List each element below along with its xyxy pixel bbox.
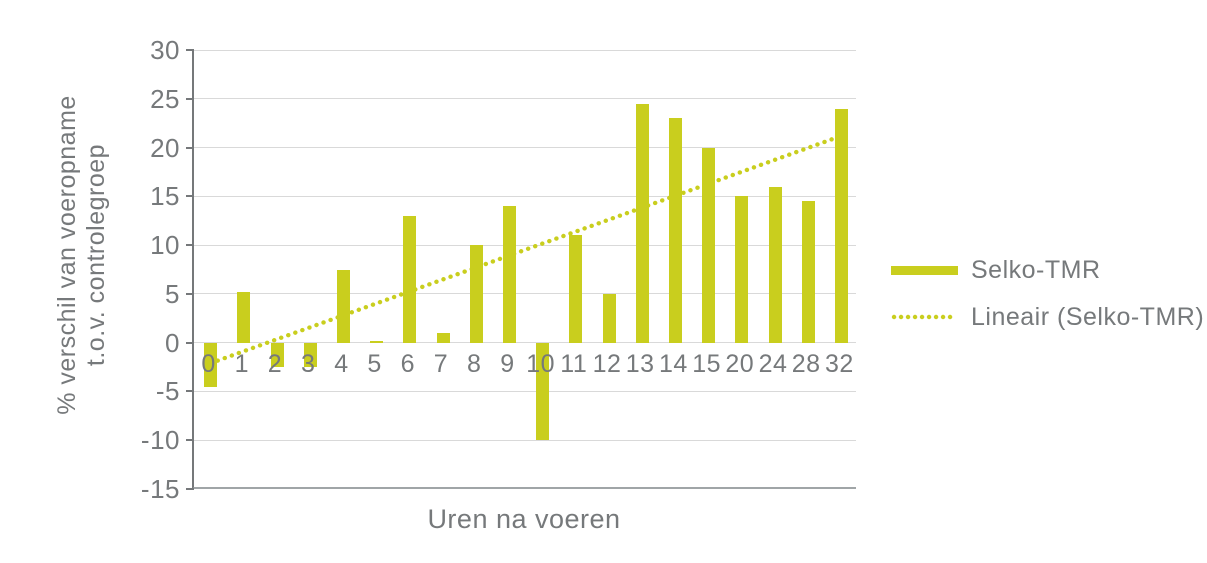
gridline-20	[194, 147, 856, 149]
bar-6	[403, 215, 417, 343]
x-axis-tick-label: 6	[400, 350, 415, 378]
y-axis-tick-label: 20	[150, 132, 180, 163]
legend-dotted-line-swatch	[891, 314, 958, 320]
bar-13	[635, 103, 649, 343]
legend-item-lineair: Lineair (Selko-TMR)	[891, 302, 1205, 331]
x-axis-tick-label: 28	[791, 350, 821, 378]
bar-15	[702, 147, 716, 343]
y-axis-tick	[186, 292, 194, 295]
x-axis-tick-label: 32	[824, 350, 854, 378]
x-axis-tick-label: 12	[592, 350, 622, 378]
gridline-15	[194, 195, 856, 197]
bar-14	[668, 118, 682, 343]
gridline-25	[194, 98, 856, 100]
bar-24	[768, 186, 782, 343]
y-axis-tick	[186, 390, 194, 393]
bar-12	[602, 293, 616, 343]
y-axis-tick	[186, 488, 194, 490]
bar-5	[370, 340, 384, 343]
x-axis-tick-label: 8	[466, 350, 482, 378]
y-axis-tick	[186, 341, 194, 344]
bar-10	[536, 342, 550, 441]
gridline-0	[194, 342, 856, 344]
y-axis-tick-label: -15	[140, 474, 180, 504]
y-axis-title-line1: % verschil van voeropname	[53, 95, 81, 415]
x-axis-tick-label: 13	[625, 350, 655, 378]
legend-item-selko-tmr: Selko-TMR	[891, 255, 1101, 284]
bar-28	[801, 201, 815, 343]
x-axis-tick-label: 9	[500, 350, 515, 378]
x-axis-tick-label: 1	[234, 350, 249, 378]
y-axis-tick-label: 15	[150, 181, 180, 212]
gridline-5	[194, 293, 856, 295]
x-axis-tick-label: 14	[658, 350, 688, 378]
x-axis-tick-label: 5	[367, 350, 382, 378]
bar-7	[436, 332, 450, 343]
legend-label-selko-tmr: Selko-TMR	[971, 255, 1101, 284]
gridline-10	[194, 244, 856, 246]
y-axis-tick	[186, 146, 194, 149]
bar-4	[336, 269, 350, 343]
x-axis-tick-label: 10	[526, 350, 555, 378]
bar-11	[569, 235, 583, 343]
y-axis-tick-label: -5	[155, 376, 180, 407]
bar-2	[270, 342, 284, 368]
x-axis-tick-label: 15	[692, 350, 721, 378]
y-axis-tick	[186, 244, 194, 247]
y-axis-tick-label: 0	[165, 327, 180, 358]
x-axis-title: Uren na voeren	[427, 504, 621, 534]
y-axis-tick-label: 30	[150, 35, 180, 65]
y-axis-tick-label: -10	[140, 425, 180, 456]
x-axis-tick-label: 24	[758, 350, 788, 378]
x-axis-tick-label: 2	[267, 350, 283, 378]
plot-area	[186, 49, 856, 490]
y-axis-title: % verschil van voeropname t.o.v. control…	[53, 95, 111, 415]
x-axis-tick-label: 11	[560, 350, 588, 378]
y-axis-tick	[186, 49, 194, 51]
bar-32	[834, 108, 848, 343]
y-axis-tick	[186, 439, 194, 442]
bar-3	[303, 342, 317, 368]
y-axis-tick	[186, 97, 194, 100]
bar-9	[502, 206, 516, 343]
bar-1	[237, 291, 251, 343]
x-axis-tick-label: 3	[300, 350, 316, 378]
gridline--10	[194, 439, 856, 441]
y-axis-tick	[186, 195, 194, 198]
x-axis-tick-label: 4	[334, 350, 349, 378]
bar-20	[735, 196, 749, 343]
gridline-30	[194, 49, 856, 51]
legend-bar-swatch	[891, 265, 958, 275]
y-axis-tick-label: 10	[150, 230, 180, 261]
gridline--5	[194, 390, 856, 392]
y-axis-title-line2: t.o.v. controlegroep	[82, 143, 110, 367]
trendline	[208, 133, 844, 366]
y-axis-tick-label: 5	[165, 278, 180, 309]
x-axis-tick-label: 0	[201, 350, 216, 378]
legend-label-lineair: Lineair (Selko-TMR)	[971, 302, 1205, 331]
x-axis-tick-label: 7	[433, 350, 449, 378]
y-axis-tick-label: 25	[150, 83, 180, 114]
x-axis-tick-label: 20	[725, 350, 755, 378]
